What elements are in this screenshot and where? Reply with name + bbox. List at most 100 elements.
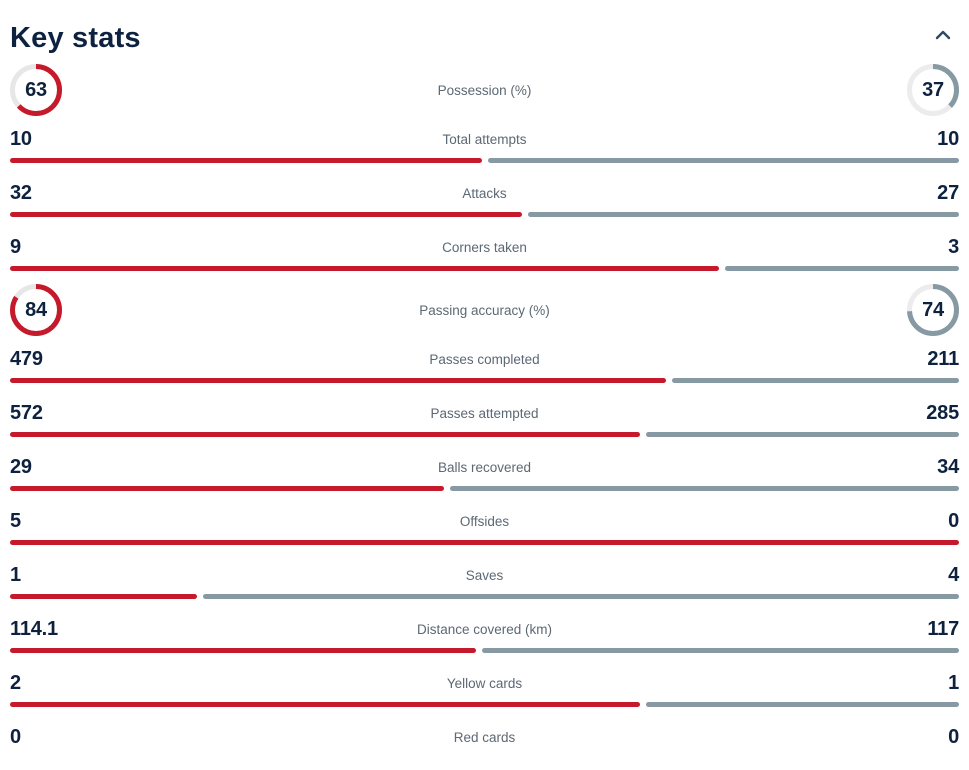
home-value: 114.1 <box>10 617 58 640</box>
stat-row: 1 Saves 4 <box>0 554 969 608</box>
home-ring: 84 <box>10 284 62 336</box>
stat-row: 9 Corners taken 3 <box>0 226 969 280</box>
stat-values-line: 479 Passes completed 211 <box>10 346 959 372</box>
away-ring: 74 <box>907 284 959 336</box>
home-value: 479 <box>10 347 43 370</box>
away-value: 0 <box>948 725 959 748</box>
home-bar-segment <box>10 648 476 653</box>
home-bar-segment <box>10 158 482 163</box>
home-value: 32 <box>10 181 32 204</box>
stat-bar <box>10 158 959 163</box>
stat-row: 479 Passes completed 211 <box>0 338 969 392</box>
stat-label: Saves <box>465 567 504 583</box>
stat-bar <box>10 378 959 383</box>
stat-row: 0 Red cards 0 <box>0 716 969 770</box>
stat-bar <box>10 540 959 545</box>
home-bar-segment <box>10 432 641 437</box>
stat-values-line: 572 Passes attempted 285 <box>10 400 959 426</box>
home-value: 572 <box>10 401 43 424</box>
stat-row: 114.1 Distance covered (km) 117 <box>0 608 969 662</box>
away-value: 117 <box>927 617 959 640</box>
home-value: 29 <box>10 455 32 478</box>
away-bar-segment <box>449 486 959 491</box>
away-value: 34 <box>937 455 959 478</box>
stat-row: 32 Attacks 27 <box>0 172 969 226</box>
stat-row-circle: 84 Passing accuracy (%) 74 <box>0 280 969 338</box>
stat-bar <box>10 432 959 437</box>
stat-bar <box>10 594 959 599</box>
stat-bar <box>10 212 959 217</box>
home-value: 2 <box>10 671 21 694</box>
away-bar-segment <box>487 158 959 163</box>
away-value: 74 <box>922 298 944 321</box>
stat-row-circle: 63 Possession (%) 37 <box>0 60 969 118</box>
stat-bar <box>10 486 959 491</box>
away-value: 1 <box>948 671 959 694</box>
stat-label: Passing accuracy (%) <box>419 302 550 318</box>
away-bar-segment <box>724 266 959 271</box>
stat-label: Passes completed <box>429 351 540 367</box>
away-value: 3 <box>948 235 959 258</box>
home-value: 5 <box>10 509 21 532</box>
stat-row: 5 Offsides 0 <box>0 500 969 554</box>
home-value: 0 <box>10 725 21 748</box>
away-value: 211 <box>927 347 959 370</box>
away-bar-segment <box>202 594 959 599</box>
home-bar-segment <box>10 378 666 383</box>
away-bar-segment <box>527 212 959 217</box>
stats-list: 63 Possession (%) 37 10 Total attempts 1… <box>0 60 969 770</box>
stat-values-line: 5 Offsides 0 <box>10 508 959 534</box>
home-bar-segment <box>10 486 444 491</box>
home-bar-segment <box>10 594 197 599</box>
home-bar-segment <box>10 702 640 707</box>
stat-label: Passes attempted <box>430 405 539 421</box>
home-bar-segment <box>10 540 959 545</box>
away-value: 10 <box>937 127 959 150</box>
home-ring: 63 <box>10 64 62 116</box>
home-bar-segment <box>10 266 719 271</box>
stat-label: Red cards <box>453 729 516 745</box>
home-value: 9 <box>10 235 21 258</box>
away-bar-segment <box>671 378 959 383</box>
stat-label: Attacks <box>462 185 507 201</box>
home-bar-segment <box>10 212 522 217</box>
stat-values-line: 32 Attacks 27 <box>10 180 959 206</box>
stat-values-line: 29 Balls recovered 34 <box>10 454 959 480</box>
stat-label: Possession (%) <box>437 82 532 98</box>
away-value: 37 <box>922 78 944 101</box>
stat-row: 29 Balls recovered 34 <box>0 446 969 500</box>
stat-values-line: 10 Total attempts 10 <box>10 126 959 152</box>
stat-values-line: 2 Yellow cards 1 <box>10 670 959 696</box>
away-value: 27 <box>937 181 959 204</box>
stat-bar <box>10 266 959 271</box>
stat-label: Balls recovered <box>437 459 532 475</box>
stat-label: Yellow cards <box>446 675 523 691</box>
away-ring: 37 <box>907 64 959 116</box>
stat-bar <box>10 702 959 707</box>
stat-bar <box>10 648 959 653</box>
chevron-up-icon[interactable] <box>929 21 957 49</box>
stat-values-line: 1 Saves 4 <box>10 562 959 588</box>
away-bar-segment <box>481 648 959 653</box>
panel-header: Key stats <box>0 0 969 60</box>
stat-label: Corners taken <box>442 239 527 255</box>
away-value: 0 <box>948 509 959 532</box>
stat-values-line: 114.1 Distance covered (km) 117 <box>10 616 959 642</box>
away-bar-segment <box>645 702 959 707</box>
stat-row: 2 Yellow cards 1 <box>0 662 969 716</box>
stat-label: Offsides <box>459 513 510 529</box>
stat-row: 572 Passes attempted 285 <box>0 392 969 446</box>
stat-label: Total attempts <box>442 131 527 147</box>
page-title: Key stats <box>10 21 141 54</box>
home-value: 84 <box>25 298 47 321</box>
away-bar-segment <box>646 432 959 437</box>
home-value: 1 <box>10 563 21 586</box>
away-value: 285 <box>926 401 959 424</box>
chevron-up-glyph <box>935 30 951 40</box>
home-value: 10 <box>10 127 32 150</box>
stat-values-line: 9 Corners taken 3 <box>10 234 959 260</box>
home-value: 63 <box>25 78 47 101</box>
stat-values-line: 0 Red cards 0 <box>10 724 959 750</box>
away-value: 4 <box>948 563 959 586</box>
